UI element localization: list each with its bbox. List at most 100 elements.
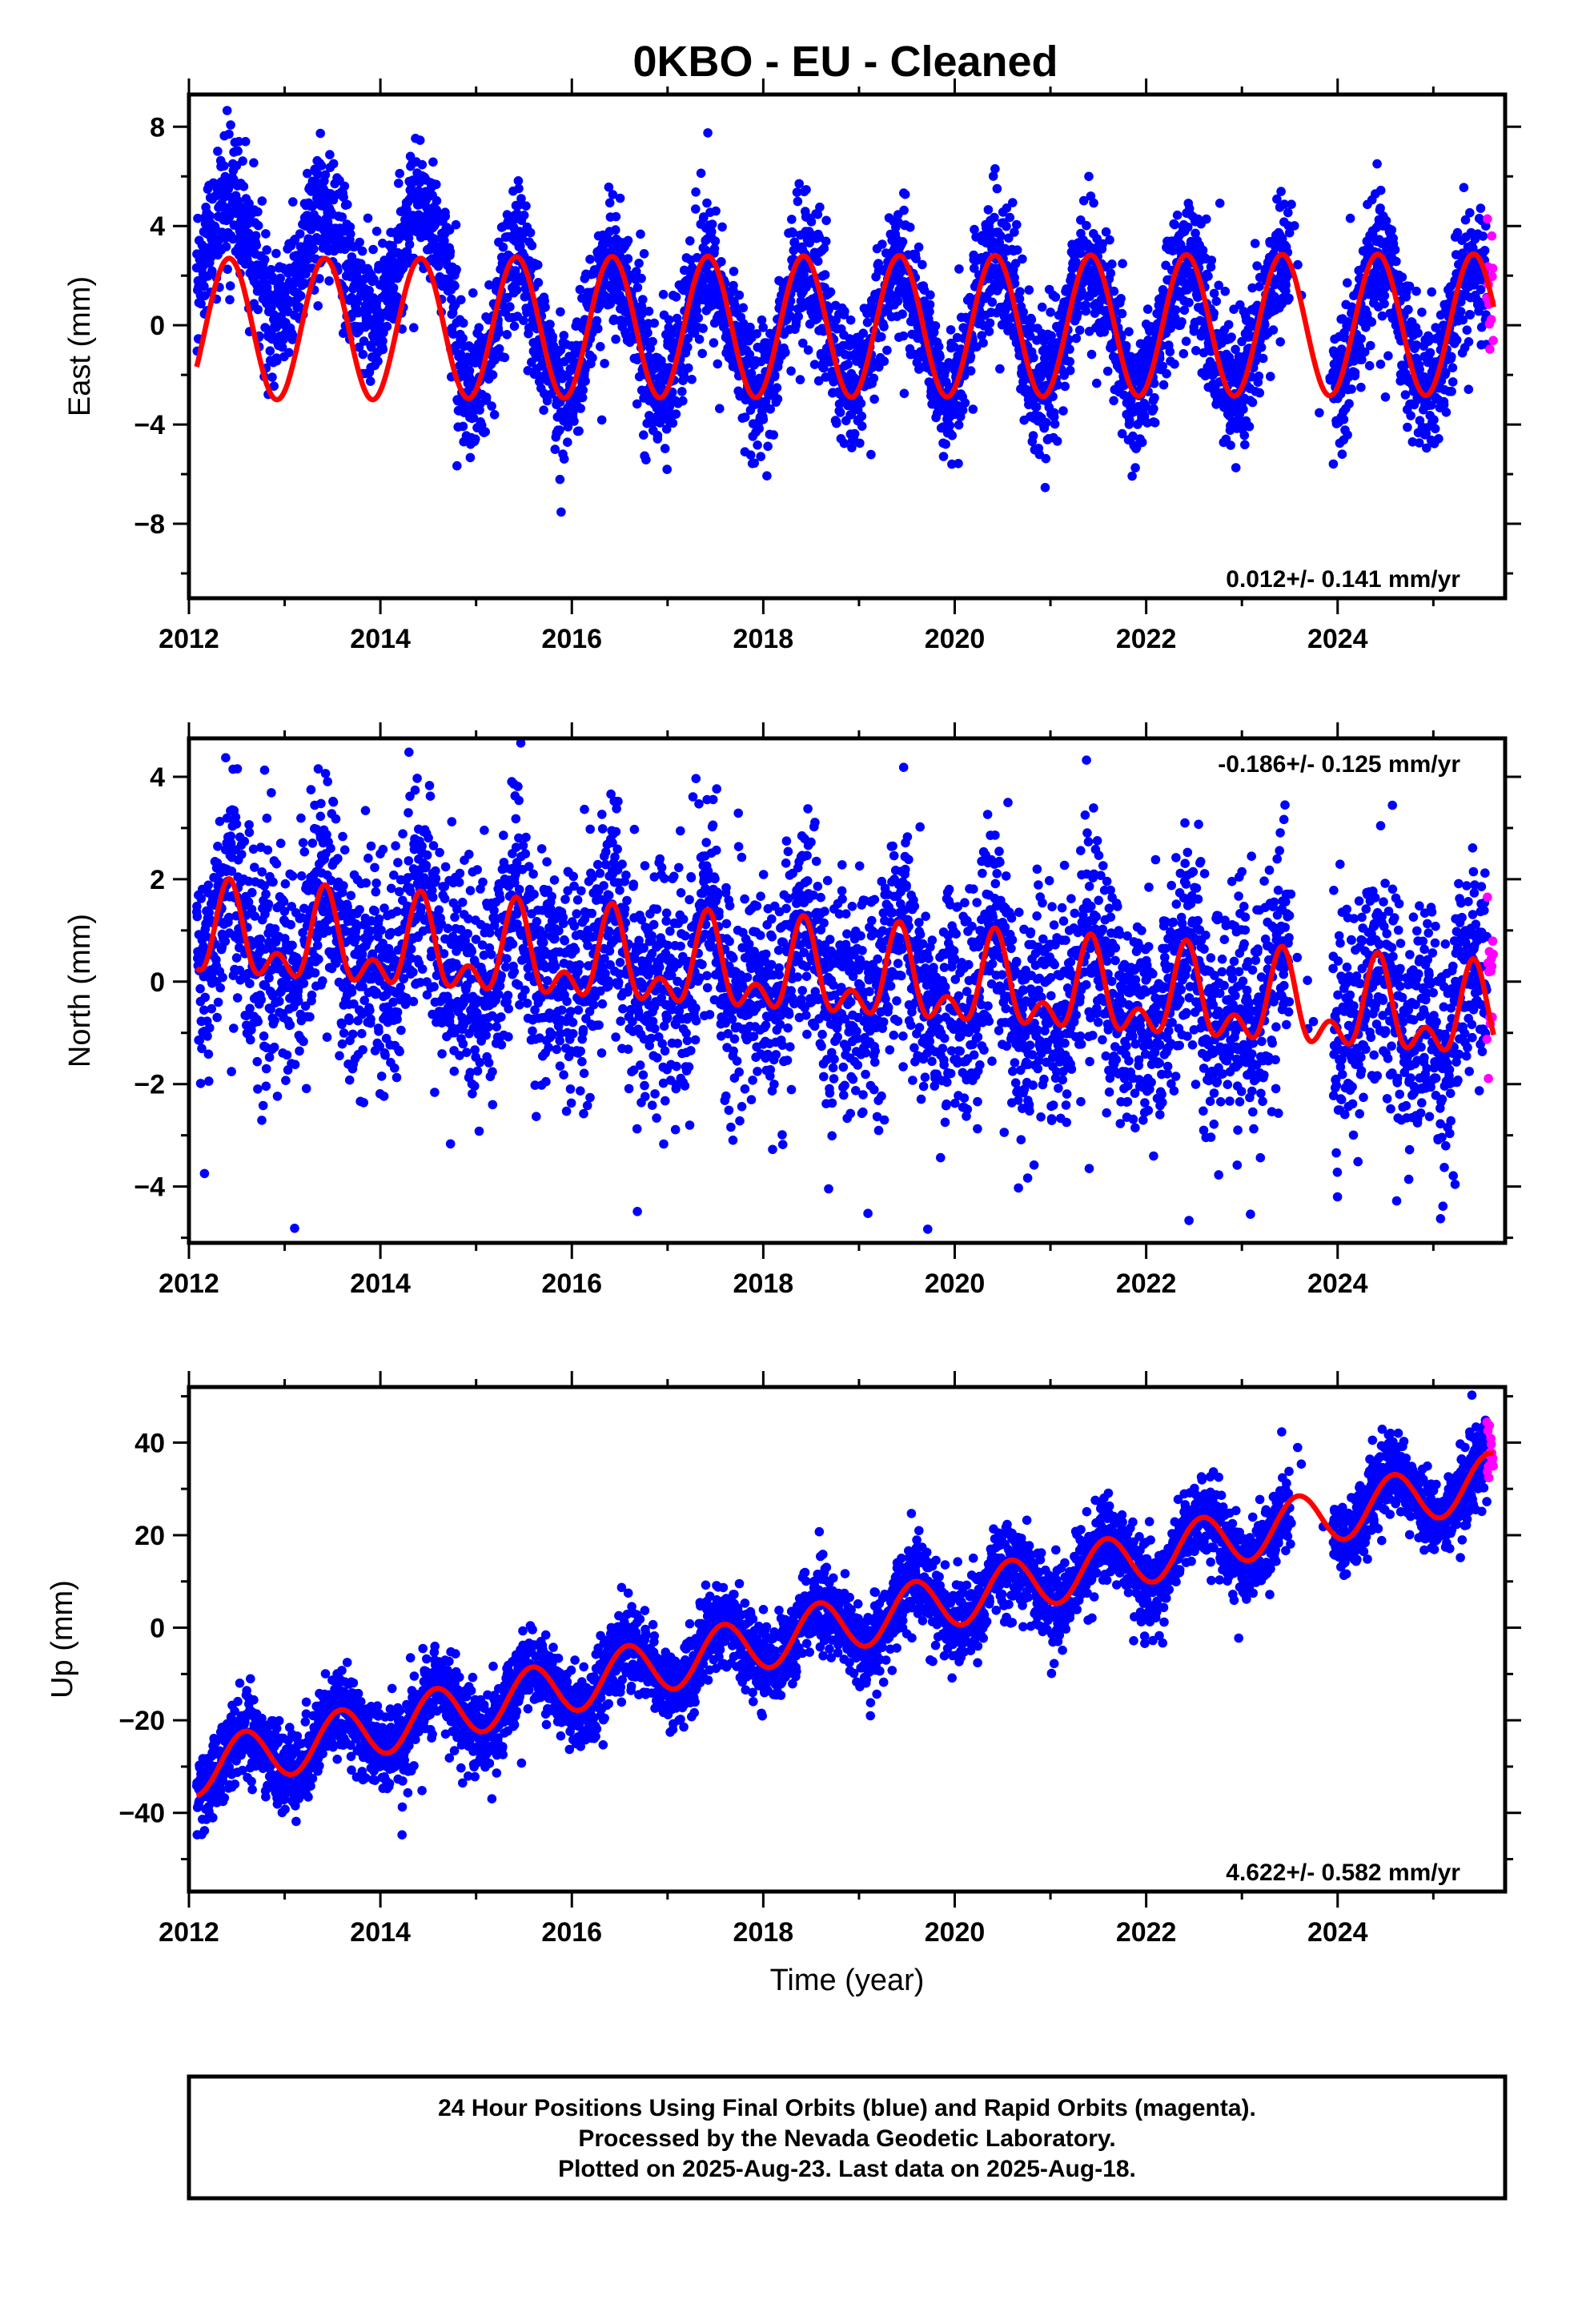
- final-orbit-point: [459, 318, 468, 328]
- final-orbit-point: [337, 212, 347, 222]
- final-orbit-point: [365, 376, 375, 386]
- final-orbit-point: [893, 296, 903, 306]
- final-orbit-point: [259, 765, 270, 775]
- final-orbit-point: [869, 394, 879, 404]
- final-orbit-point: [683, 342, 693, 352]
- final-orbit-point: [930, 321, 941, 331]
- final-orbit-point: [917, 259, 927, 270]
- final-orbit-point: [367, 342, 376, 352]
- final-orbit-point: [845, 315, 856, 325]
- final-orbit-point: [772, 383, 782, 393]
- final-orbit-point: [1071, 333, 1082, 344]
- final-orbit-point: [313, 301, 323, 311]
- final-orbit-point: [1065, 356, 1075, 367]
- final-orbit-point: [440, 235, 449, 246]
- final-orbit-point: [1391, 256, 1401, 267]
- final-orbit-point: [225, 295, 235, 305]
- final-orbit-point: [578, 385, 588, 395]
- final-orbit-point: [239, 182, 249, 191]
- final-orbit-point: [1109, 396, 1118, 406]
- final-orbit-point: [1170, 305, 1181, 315]
- final-orbit-point: [580, 376, 590, 386]
- final-orbit-point: [519, 211, 529, 220]
- final-orbit-point: [1275, 337, 1285, 347]
- final-orbit-point: [769, 430, 778, 440]
- final-orbit-point: [938, 452, 949, 461]
- final-orbit-point: [556, 307, 565, 317]
- final-orbit-point: [238, 156, 247, 166]
- final-orbit-point: [1476, 203, 1486, 213]
- final-orbit-point: [877, 239, 887, 249]
- final-orbit-point: [363, 213, 373, 223]
- final-orbit-point: [222, 106, 232, 115]
- final-orbit-point: [925, 300, 935, 310]
- final-orbit-point: [245, 979, 255, 988]
- final-orbit-point: [757, 315, 767, 325]
- final-orbit-point: [664, 315, 674, 325]
- final-orbit-point: [339, 328, 348, 338]
- final-orbit-point: [745, 349, 755, 360]
- final-orbit-point: [255, 934, 266, 944]
- final-orbit-point: [259, 1031, 269, 1041]
- final-orbit-point: [593, 324, 603, 334]
- final-orbit-point: [604, 182, 614, 192]
- final-orbit-point: [261, 1081, 271, 1092]
- final-orbit-point: [428, 157, 438, 167]
- final-orbit-point: [992, 183, 1002, 194]
- final-orbit-point: [339, 192, 348, 203]
- final-orbit-point: [990, 164, 1000, 174]
- final-orbit-point: [821, 215, 831, 226]
- final-orbit-point: [213, 147, 223, 156]
- final-orbit-point: [605, 299, 615, 309]
- final-orbit-point: [309, 244, 319, 254]
- final-orbit-point: [1121, 341, 1131, 351]
- final-orbit-point: [540, 302, 550, 312]
- final-orbit-point: [1250, 239, 1260, 248]
- final-orbit-point: [306, 224, 316, 235]
- final-orbit-point: [225, 281, 235, 291]
- final-orbit-point: [636, 229, 645, 239]
- final-orbit-point: [1337, 449, 1347, 459]
- final-orbit-point: [1231, 463, 1241, 472]
- final-orbit-point: [440, 211, 450, 221]
- final-orbit-point: [513, 176, 524, 186]
- final-orbit-point: [754, 424, 764, 433]
- final-orbit-point: [672, 313, 682, 324]
- final-orbit-point: [458, 421, 468, 432]
- final-orbit-point: [387, 241, 398, 251]
- final-orbit-point: [1411, 286, 1421, 296]
- final-orbit-point: [900, 189, 910, 199]
- final-orbit-point: [542, 396, 552, 406]
- final-orbit-point: [691, 187, 701, 197]
- final-orbit-point: [1447, 352, 1456, 362]
- final-orbit-point: [849, 428, 860, 439]
- final-orbit-point: [233, 146, 243, 156]
- final-orbit-point: [1181, 336, 1191, 347]
- final-orbit-point: [634, 259, 644, 268]
- final-orbit-point: [239, 836, 250, 846]
- final-orbit-point: [935, 352, 945, 362]
- final-orbit-point: [692, 252, 702, 263]
- final-orbit-point: [717, 257, 726, 267]
- final-orbit-point: [1178, 348, 1189, 359]
- final-orbit-point: [1381, 215, 1391, 226]
- final-orbit-point: [1427, 287, 1436, 297]
- final-orbit-point: [231, 819, 242, 829]
- final-orbit-point: [1184, 298, 1194, 308]
- final-orbit-point: [615, 193, 625, 203]
- final-orbit-point: [821, 236, 831, 247]
- final-orbit-point: [253, 1016, 263, 1027]
- final-orbit-point: [1050, 419, 1060, 429]
- final-orbit-point: [203, 1049, 214, 1059]
- final-orbit-point: [1400, 390, 1411, 400]
- final-orbit-point: [481, 392, 492, 402]
- final-orbit-point: [1089, 198, 1098, 208]
- final-orbit-point: [207, 1003, 217, 1014]
- final-orbit-point: [224, 129, 234, 139]
- final-orbit-point: [227, 1067, 236, 1076]
- final-orbit-point: [451, 219, 461, 230]
- final-orbit-point: [996, 231, 1006, 241]
- final-orbit-point: [1239, 430, 1250, 440]
- final-orbit-point: [983, 205, 994, 215]
- final-orbit-point: [394, 179, 404, 188]
